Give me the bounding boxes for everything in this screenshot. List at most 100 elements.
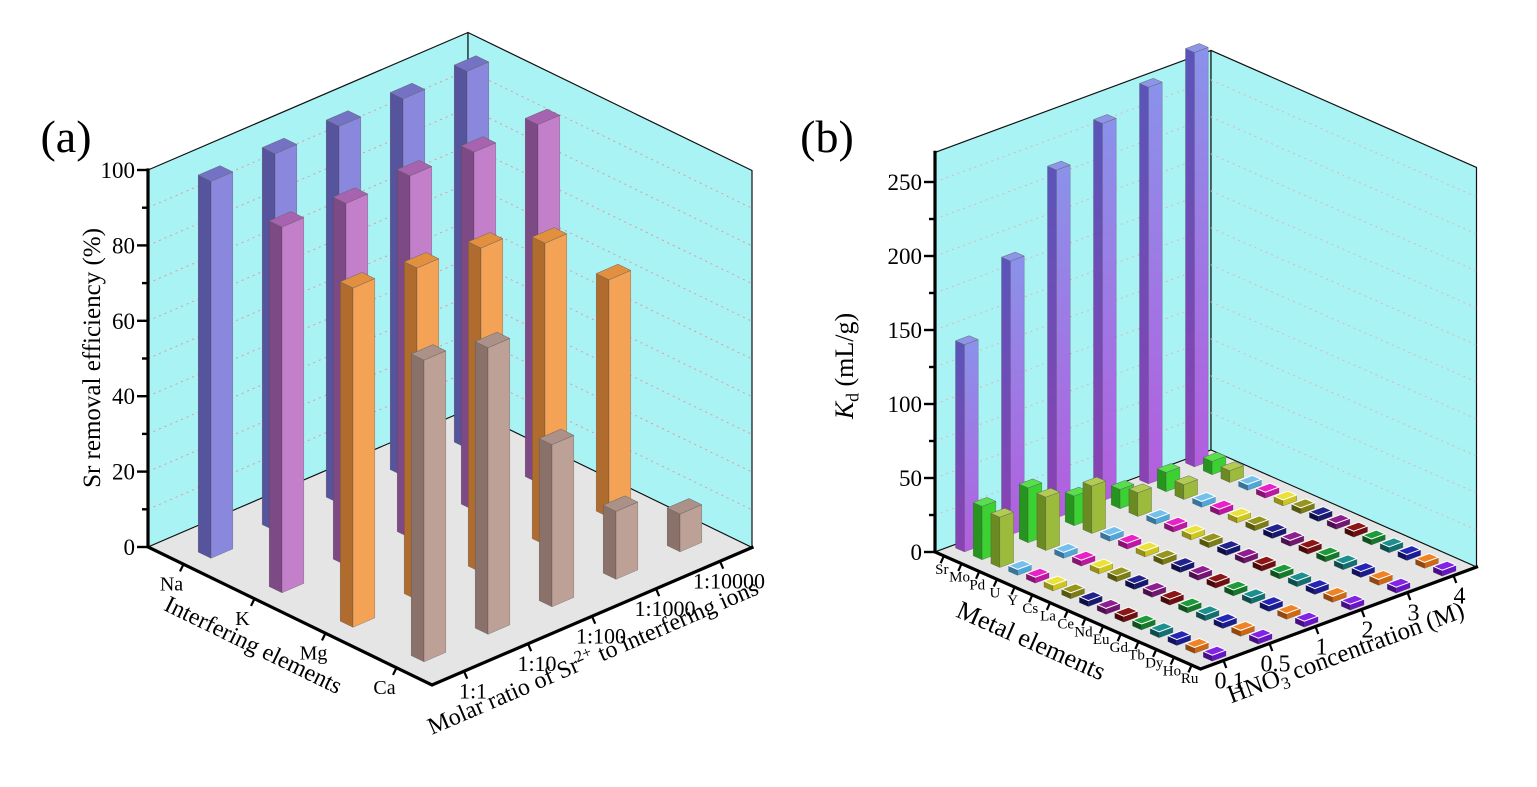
bar-face-top: [1251, 555, 1277, 566]
y-tick-label: 0.5: [1261, 652, 1291, 678]
y-tick-label: 0.1: [1215, 669, 1245, 695]
bar-face-top: [990, 507, 1015, 518]
bar-Eu-0.5: [1159, 589, 1185, 606]
bar-face-dark: [1047, 165, 1057, 519]
bar-face-light: [1194, 47, 1209, 468]
y-tick-label: 2: [1362, 618, 1374, 644]
bar-Cs-1: [1134, 541, 1161, 558]
x-tick-label: K: [235, 608, 250, 630]
x-tick-label: Y: [1007, 593, 1018, 609]
z-tick-label: 0: [124, 535, 136, 560]
wall-grid-line: [934, 153, 1477, 272]
bar-La-1: [1152, 549, 1178, 566]
bar-face-top: [1110, 480, 1135, 490]
bar-Gd-3: [1315, 546, 1341, 563]
x-tick-label: Gd: [1110, 640, 1129, 656]
bar-face-top: [1106, 566, 1132, 577]
bar-Ca-1:100: [538, 428, 575, 608]
bar-Pd-1: [1082, 476, 1107, 534]
bar-face-top: [1322, 586, 1348, 597]
bar-face-top: [972, 497, 997, 507]
bar-face-top: [595, 263, 632, 281]
y-tick-label: 1:1000: [634, 596, 695, 621]
bar-face-dark: [1036, 492, 1047, 551]
bar-face-dark: [538, 438, 553, 608]
bar-Ce-0.1: [1078, 591, 1104, 607]
x-tick-label: Cs: [1022, 601, 1038, 617]
bar-face-top: [325, 110, 362, 127]
z-tick-label: 20: [112, 460, 135, 485]
bar-face-top: [1166, 630, 1192, 641]
z-tick-label: 150: [888, 318, 923, 343]
x-tick: [975, 571, 981, 580]
x-tick-label: Ce: [1057, 617, 1074, 633]
bar-U-0.5: [1053, 542, 1079, 559]
bar-Ca-1:10000: [666, 498, 703, 553]
bar-face-top: [1198, 532, 1224, 543]
bar-Gd-4: [1361, 529, 1387, 546]
bar-Pd-4: [1220, 461, 1245, 483]
bar-Ru-3: [1385, 577, 1412, 594]
x-tick: [1063, 610, 1069, 619]
bar-face-top: [1293, 611, 1320, 622]
bar-Dy-1: [1258, 596, 1284, 612]
bar-face-top: [1092, 114, 1117, 124]
bar-Cs-4: [1272, 490, 1299, 507]
z-tick-label: 200: [888, 244, 923, 269]
z-tick-label: 250: [888, 170, 923, 195]
bar-face-dark: [1082, 481, 1093, 534]
bar-Y-3: [1208, 499, 1235, 516]
bar-face-top: [1431, 560, 1458, 571]
bar-Y-2: [1162, 516, 1189, 533]
wall-grid-line: [934, 79, 1477, 198]
bar-face-dark: [955, 340, 965, 553]
x-tick: [1045, 602, 1052, 611]
bar-U-4: [1237, 474, 1263, 491]
x-tick-label: Ca: [373, 677, 395, 699]
bar-Cs-0.5: [1088, 558, 1115, 575]
bar-Ru-0.5: [1247, 628, 1274, 645]
y-tick: [1452, 575, 1458, 584]
bar-face-dark: [602, 504, 617, 580]
bar-face-dark: [990, 512, 1001, 568]
bar-face-top: [1070, 550, 1097, 561]
bar-face-top: [1201, 645, 1228, 656]
bar-Cs-3: [1226, 507, 1253, 524]
bar-Pd-2: [1128, 483, 1153, 517]
bar-Na-1:1: [197, 165, 234, 559]
bar-face-top: [1244, 515, 1270, 526]
bar-Y-1: [1116, 533, 1143, 550]
bar-Ho-4: [1414, 552, 1440, 569]
bar-face-top: [1279, 530, 1306, 541]
bar-face-top: [1368, 569, 1394, 580]
bar-Gd-2: [1269, 563, 1295, 580]
wall-grid-line: [934, 264, 1477, 383]
bar-Tb-1: [1240, 588, 1267, 605]
x-tick: [179, 563, 185, 572]
bar-face-light: [1045, 491, 1060, 551]
bar-face-top: [1095, 598, 1122, 609]
x-tick-label: U: [990, 585, 1001, 601]
bar-Y-0.5: [1070, 550, 1097, 567]
bar-face-dark: [1064, 491, 1075, 527]
bar-face-top: [1262, 523, 1288, 534]
bar-Y-4: [1254, 482, 1281, 499]
bar-face-top: [1325, 513, 1352, 524]
y-tick-label: 1:100: [576, 623, 626, 648]
bar-La-0.5: [1106, 566, 1132, 583]
z-tick-label: 40: [112, 384, 135, 409]
x-tick-label: Na: [160, 573, 183, 595]
bar-face-dark: [1018, 483, 1029, 544]
bar-Gd-0.5: [1177, 597, 1203, 614]
bar-face-top: [1332, 554, 1359, 565]
bar-face-top: [1304, 579, 1330, 590]
bar-Nd-3: [1279, 530, 1306, 547]
x-tick: [957, 563, 963, 572]
y-tick-label: 4: [1454, 584, 1466, 610]
bar-Nd-0.1: [1095, 598, 1122, 615]
wall-grid-line: [934, 116, 1477, 235]
bar-face-top: [1361, 529, 1387, 540]
x-tick-label: Tb: [1128, 648, 1145, 664]
bar-U-0.1: [1007, 559, 1033, 576]
